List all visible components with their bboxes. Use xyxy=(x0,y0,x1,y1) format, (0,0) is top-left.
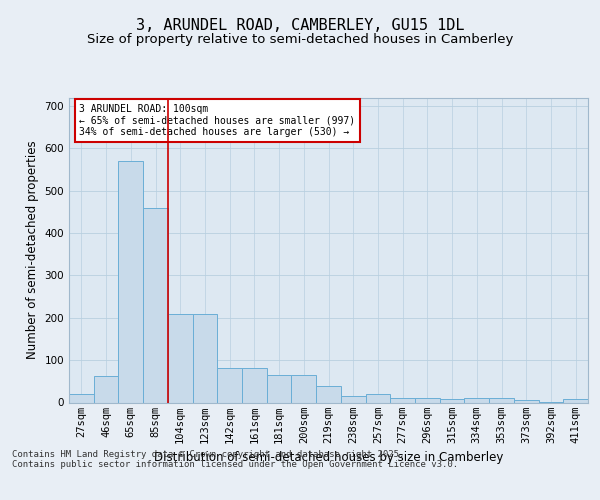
Bar xyxy=(563,399,588,402)
Bar xyxy=(415,398,440,402)
Text: 3 ARUNDEL ROAD: 100sqm
← 65% of semi-detached houses are smaller (997)
34% of se: 3 ARUNDEL ROAD: 100sqm ← 65% of semi-det… xyxy=(79,104,356,137)
Bar xyxy=(118,161,143,402)
Bar xyxy=(390,398,415,402)
X-axis label: Distribution of semi-detached houses by size in Camberley: Distribution of semi-detached houses by … xyxy=(154,451,503,464)
Bar xyxy=(514,400,539,402)
Bar xyxy=(242,368,267,402)
Bar xyxy=(489,398,514,402)
Bar xyxy=(193,314,217,402)
Y-axis label: Number of semi-detached properties: Number of semi-detached properties xyxy=(26,140,39,360)
Bar xyxy=(69,394,94,402)
Bar xyxy=(316,386,341,402)
Bar xyxy=(217,368,242,402)
Text: Size of property relative to semi-detached houses in Camberley: Size of property relative to semi-detach… xyxy=(87,32,513,46)
Bar xyxy=(341,396,365,402)
Bar xyxy=(365,394,390,402)
Bar xyxy=(143,208,168,402)
Bar xyxy=(440,399,464,402)
Bar xyxy=(168,314,193,402)
Text: 3, ARUNDEL ROAD, CAMBERLEY, GU15 1DL: 3, ARUNDEL ROAD, CAMBERLEY, GU15 1DL xyxy=(136,18,464,32)
Bar xyxy=(292,375,316,402)
Bar xyxy=(267,375,292,402)
Bar xyxy=(94,376,118,402)
Bar xyxy=(464,398,489,402)
Text: Contains HM Land Registry data © Crown copyright and database right 2025.
Contai: Contains HM Land Registry data © Crown c… xyxy=(12,450,458,469)
